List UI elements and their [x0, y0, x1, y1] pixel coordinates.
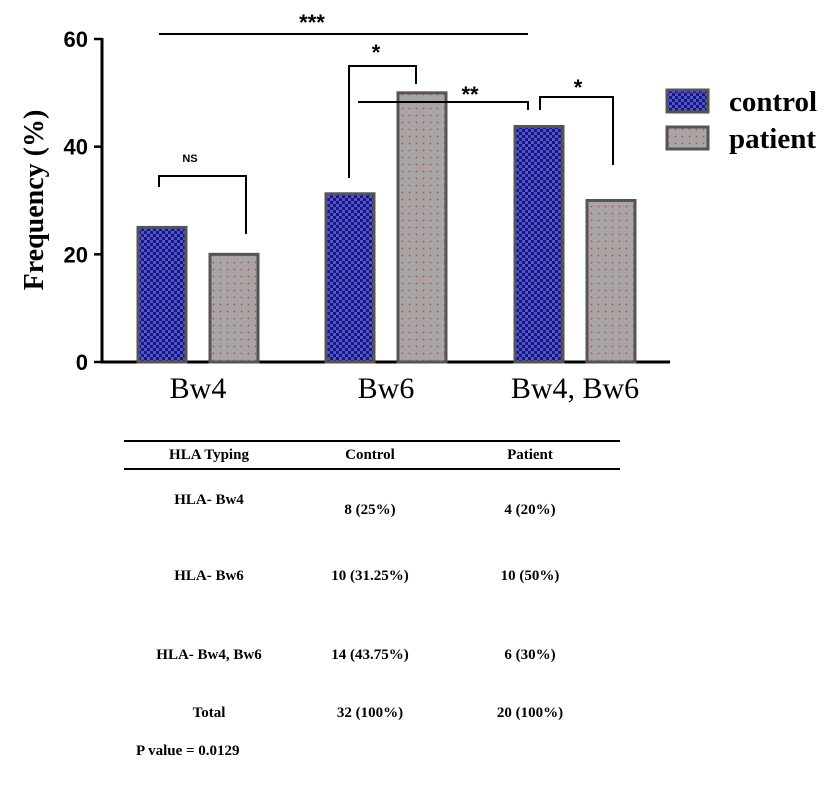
- table-header-control: Control: [345, 447, 395, 463]
- row-patient: 6 (30%): [504, 647, 556, 663]
- row-label: HLA- Bw4, Bw6: [156, 647, 262, 663]
- row-control: 32 (100%): [336, 705, 404, 721]
- row-patient: 20 (100%): [496, 705, 564, 721]
- sig-bracket-bw4bw6: [539, 96, 614, 165]
- x-tick-label: Bw4: [170, 372, 227, 405]
- legend-swatch-control: [665, 88, 710, 114]
- y-axis-title: Frequency (%): [19, 110, 50, 291]
- legend-label-patient: patient: [729, 123, 816, 155]
- row-label: HLA- Bw4: [174, 492, 244, 508]
- sig-label-two-star: **: [461, 82, 479, 107]
- sig-bracket-pat-bw6-ctrl-bw4bw6: [358, 101, 529, 110]
- sig-label-three-star: ***: [299, 10, 325, 35]
- legend-label-control: control: [729, 86, 817, 118]
- sig-bracket-bw6: [348, 65, 417, 178]
- row-control: 14 (43.75%): [331, 647, 409, 663]
- y-tick-label: 20: [64, 242, 88, 267]
- bar-patient-0: [208, 252, 260, 364]
- row-label: HLA- Bw6: [174, 568, 244, 584]
- bar-patient-2: [585, 199, 637, 364]
- sig-bracket-bw4: [158, 175, 247, 234]
- bar-patient-1: [396, 91, 448, 364]
- bar-control-2: [513, 124, 565, 364]
- sig-label-star-bw4bw6: *: [574, 75, 583, 100]
- bar-chart: 0 20 40 60 Frequency (%) Bw4 Bw6 Bw4, Bw6 *** * *…: [19, 10, 817, 405]
- row-label: Total: [192, 705, 226, 721]
- sig-label-ns: NS: [182, 153, 197, 165]
- row-control: 10 (31.25%): [331, 568, 409, 584]
- table-header-hla-typing: HLA Typing: [169, 447, 249, 463]
- table-header-patient: Patient: [507, 447, 553, 463]
- y-tick-label: 60: [64, 27, 88, 52]
- x-tick-label: Bw6: [358, 372, 415, 405]
- bar-control-1: [324, 192, 376, 364]
- row-patient: 4 (20%): [504, 502, 556, 518]
- table-header-rule: [124, 468, 620, 470]
- table-top-rule: [124, 440, 620, 442]
- row-patient: 10 (50%): [500, 568, 560, 584]
- y-tick-label: 40: [64, 135, 88, 160]
- bar-control-0: [136, 225, 188, 364]
- legend-swatch-patient: [665, 125, 710, 151]
- row-control: 8 (25%): [344, 502, 396, 518]
- y-tick-label: 0: [76, 350, 88, 375]
- sig-label-star-bw6: *: [372, 40, 381, 65]
- x-tick-label: Bw4, Bw6: [511, 372, 639, 405]
- p-value-text: P value = 0.0129: [136, 743, 240, 759]
